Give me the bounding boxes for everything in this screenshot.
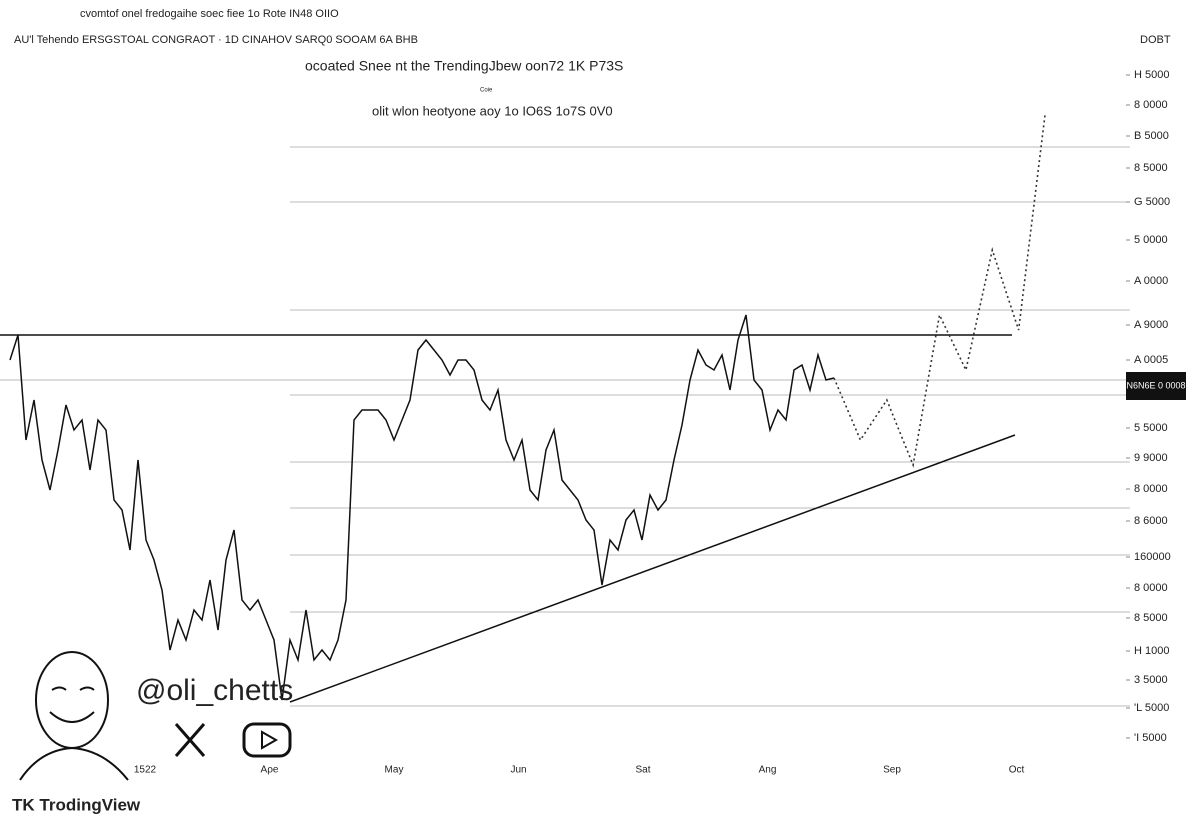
- annotation: ocoated Snee nt the TrendingJbew oon72 1…: [305, 58, 623, 74]
- x-tick-label: Jun: [510, 765, 526, 776]
- y-tick-label: 9 9000: [1134, 452, 1168, 464]
- y-tick-label: H 5000: [1134, 69, 1169, 81]
- trend-line: [289, 434, 1016, 703]
- y-tick-label: G 5000: [1134, 196, 1170, 208]
- annotation: Coie: [480, 88, 493, 94]
- y-tick-label: 5 5000: [1134, 422, 1168, 434]
- y-tick-label: A 9000: [1134, 319, 1168, 331]
- y-tick-label: 8 0000: [1134, 582, 1168, 594]
- y-tick-label: 5 0000: [1134, 234, 1168, 246]
- y-tick-label: 8 0000: [1134, 483, 1168, 495]
- y-tick-label: H 1000: [1134, 645, 1169, 657]
- y-tick-label: 8 6000: [1134, 515, 1168, 527]
- header-line: cvomtof onel fredogaihe soec fiee 1o Rot…: [80, 8, 339, 20]
- social-icons: [174, 722, 292, 758]
- y-tick-label: 'I 5000: [1134, 732, 1167, 744]
- y-tick-label: B 5000: [1134, 130, 1169, 142]
- y-tick-label: 8 0000: [1134, 99, 1168, 111]
- y-tick-label: A 0000: [1134, 275, 1168, 287]
- price-badge-bg: [1126, 372, 1186, 400]
- handle: @oli_chetts: [136, 674, 293, 707]
- y-tick-label: 3 5000: [1134, 674, 1168, 686]
- x-tick-label: May: [385, 765, 404, 776]
- header-line: AU'l Tehendo ERSGSTOAL CONGRAOT · 1D CIN…: [14, 34, 418, 46]
- y-tick-label: 8 5000: [1134, 162, 1168, 174]
- price-badge: N6N6E 0 0008: [1126, 380, 1185, 390]
- header-corner: DOBT: [1140, 34, 1171, 46]
- y-tick-label: 'L 5000: [1134, 702, 1169, 714]
- gridlines: [0, 146, 1130, 707]
- annotation: olit wlon heotyone aoy 1o IO6S 1o7S 0V0: [372, 103, 613, 118]
- x-tick-label: Ang: [759, 765, 777, 776]
- x-tick-label: Αρe: [261, 765, 279, 776]
- x-tick-label: Oct: [1009, 765, 1025, 776]
- y-tick-label: A 0005: [1134, 354, 1168, 366]
- price-line: [9, 314, 835, 701]
- x-tick-label: Sep: [883, 765, 901, 776]
- portrait: [19, 651, 129, 781]
- y-tick-label: 8 5000: [1134, 612, 1168, 624]
- x-tick-label: Sat: [635, 765, 650, 776]
- x-tick-label: 1522: [134, 765, 157, 776]
- brand: TK TrodingView: [12, 795, 141, 814]
- y-tick-label: 160000: [1134, 551, 1171, 563]
- plot: H 5000 8 0000 B 5000 8 5000 G 5000 5 0000 A 00…: [9, 69, 1171, 776]
